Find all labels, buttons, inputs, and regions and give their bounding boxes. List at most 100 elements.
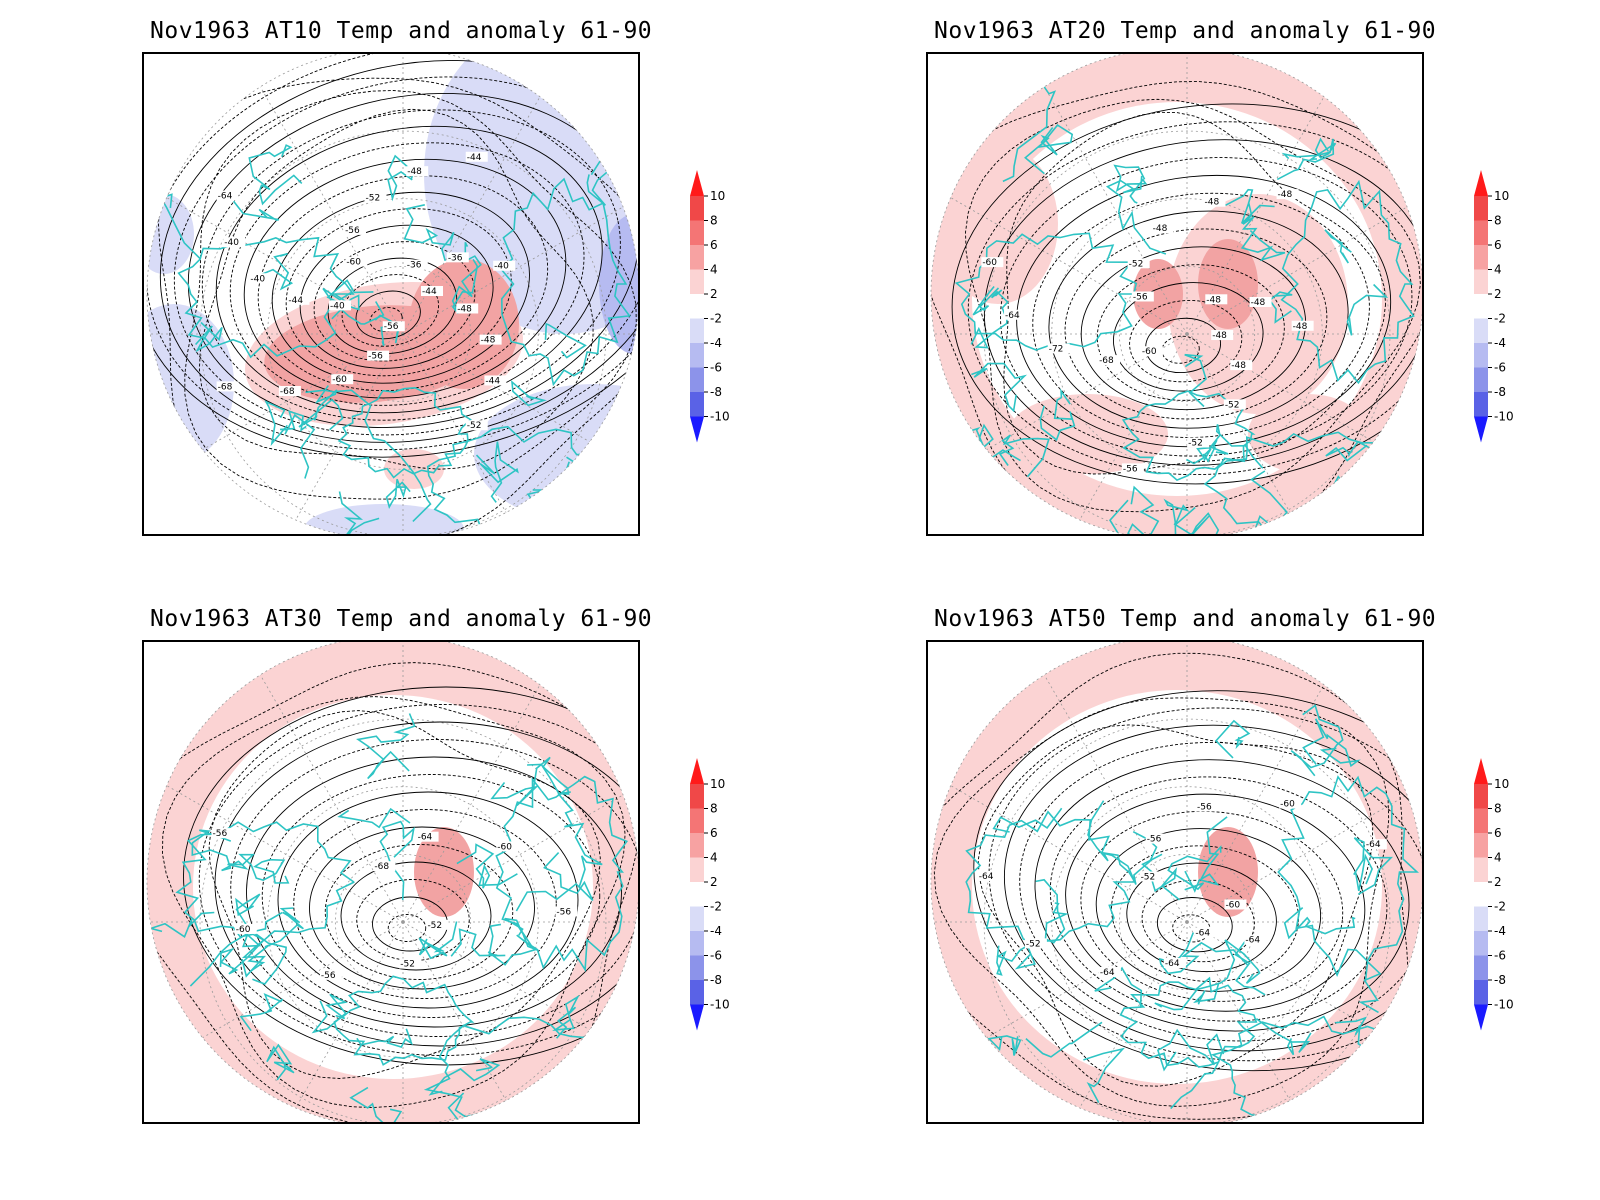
contour-label: -56 [213, 829, 228, 839]
colorbar-label: 4 [1494, 263, 1502, 277]
colorbar-label: -8 [710, 385, 722, 399]
contour-label-bg [446, 252, 469, 263]
contour-label: -60 [236, 925, 251, 935]
contour-label-bg [421, 286, 443, 296]
contour-label-bg [1249, 296, 1272, 307]
colorbar-label: 2 [710, 287, 718, 301]
contour-label-bg [1279, 798, 1302, 809]
colorbar-label: -2 [1494, 900, 1506, 914]
contour-label: -60 [1142, 347, 1157, 357]
colorbar-label: 6 [710, 238, 718, 252]
continent-outline [499, 177, 631, 387]
coastline [1302, 718, 1361, 768]
colorbar-label: -4 [710, 924, 722, 938]
contour-label: -64 [1195, 929, 1210, 939]
coastline [148, 911, 215, 939]
colorbar-label: 8 [1494, 214, 1502, 228]
colorbar-label: 10 [1494, 189, 1509, 203]
colorbar-arrow-bottom [690, 1004, 704, 1031]
latitude-circle [1118, 265, 1256, 403]
colorbar-label: 6 [1494, 826, 1502, 840]
contour-label-bg [1047, 343, 1070, 354]
isotherm-contour [147, 54, 638, 458]
isotherm-contour [230, 739, 638, 1037]
colorbar-label: -6 [710, 949, 722, 963]
anomaly-warm [1198, 239, 1258, 329]
colorbar-swatch [690, 245, 704, 270]
isotherm-contour [1080, 246, 1307, 411]
contour-label: -64 [1165, 959, 1180, 969]
isotherm-contour [159, 60, 638, 443]
isotherm-contour [1126, 862, 1277, 973]
colorbar-label: -6 [1494, 949, 1506, 963]
coastline [972, 285, 1000, 316]
coastline [159, 193, 202, 260]
colorbar-swatch [690, 882, 704, 907]
contour-label-bg [1163, 958, 1186, 969]
isotherm-contour [184, 90, 637, 500]
contour-label: -72 [1049, 344, 1064, 354]
polar-map: -64 -64 -64 -52 -64 -52 -56 -56 -60 -64 -60 -64 [926, 640, 1424, 1124]
meridian-line [1039, 666, 1188, 923]
contour-label-bg [1121, 463, 1144, 474]
colorbar-label: 8 [710, 214, 718, 228]
colorbar-swatch [1474, 196, 1488, 221]
coastline [1225, 188, 1275, 224]
colorbar-arrow-top [690, 758, 704, 784]
contour-label: -60 [1225, 900, 1240, 910]
meridian-line [931, 186, 1188, 335]
contour-label: -56 [321, 971, 336, 981]
coastline [232, 200, 280, 221]
coastline [1184, 816, 1228, 893]
contour-label: -48 [1278, 190, 1293, 200]
colorbar-swatch [1474, 906, 1488, 931]
contour-label-bg [331, 374, 354, 385]
contour-label: -48 [1293, 322, 1308, 332]
continent-outline [175, 821, 355, 942]
map-canvas: -48 -48 -52 -52 -56 -60 -68 -72 -64 -60 -56 -52 -48 -… [930, 54, 1422, 534]
contour-label-bg [1151, 223, 1174, 234]
contour-label: -68 [374, 862, 389, 872]
contour-label-bg [319, 969, 342, 980]
colorbar-swatch [1474, 882, 1488, 907]
contour-label: -52 [1129, 259, 1144, 269]
colorbar-label: -6 [1494, 361, 1506, 375]
map-disc: -48 -48 -52 -52 -56 -60 -68 -72 -64 -60 -56 -52 -48 -… [931, 54, 1422, 534]
colorbar-swatch [1474, 392, 1488, 417]
continent-outline [1119, 976, 1258, 1068]
contour-label: -52 [467, 421, 482, 431]
coastline [305, 389, 432, 522]
colorbar: 10 8 6 4 2 -2 -4 -6 -8 -10 [690, 758, 730, 1031]
coastline [191, 829, 249, 872]
isotherm-contour [246, 756, 622, 1028]
contour-label-bg [465, 151, 488, 162]
isotherm-contour [1156, 897, 1233, 953]
map-disc: -52 -52 -56 -60 -56 -68 -64 -60 -56 [147, 642, 638, 1122]
isotherm-contour [340, 861, 492, 971]
contour-label: -44 [422, 287, 437, 297]
isotherm-contour [324, 844, 514, 980]
background-fill [193, 695, 593, 1079]
colorbar-arrow-bottom [690, 416, 704, 443]
isotherm-contour [951, 103, 1422, 485]
contour-label: -36 [407, 261, 422, 271]
contour-label: -68 [1099, 356, 1114, 366]
colorbar-label: 6 [1494, 238, 1502, 252]
colorbar-label: 4 [1494, 851, 1502, 865]
anomaly-warm [414, 827, 474, 917]
colorbar-swatch [1474, 367, 1488, 392]
isotherm-contour [261, 774, 601, 1018]
polar-map: -52 -52 -56 -60 -56 -68 -64 -60 -56 [142, 640, 640, 1124]
contour-label: -40 [330, 301, 345, 311]
meridian-line [931, 774, 1188, 923]
colorbar-swatch [1474, 343, 1488, 368]
map-disc: -64 -64 -64 -52 -64 -52 -56 -56 -60 -64 -60 -64 [931, 642, 1422, 1122]
contour-label: -64 [418, 833, 433, 843]
contour-label: -60 [1280, 800, 1295, 810]
contour-label: -48 [1153, 224, 1168, 234]
continent-outline [177, 236, 355, 359]
contour-label: -56 [1147, 835, 1162, 845]
coastline [311, 993, 348, 1034]
contour-label-bg [1223, 399, 1246, 410]
coastline [1039, 388, 1076, 442]
